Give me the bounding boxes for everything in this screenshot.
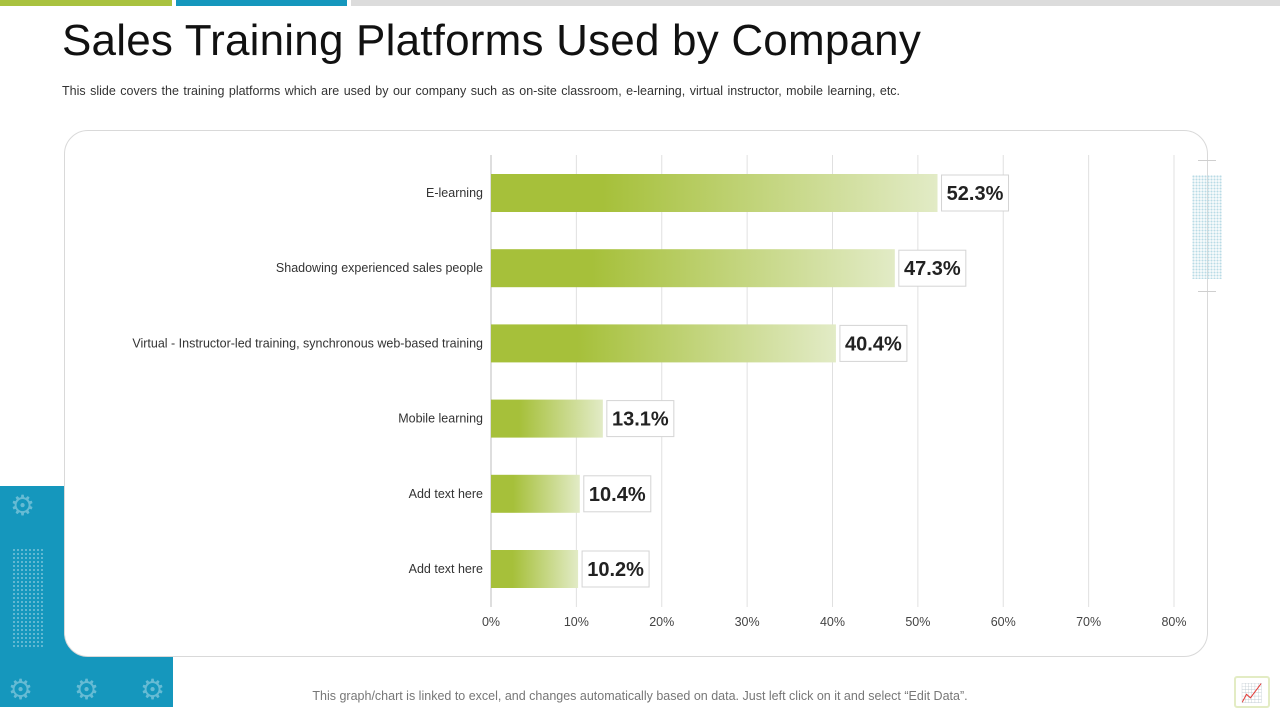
data-label-box [898,249,967,287]
decorative-blue-block: ⚙ ⚙ ⚙ ⚙ [0,486,173,707]
top-accent-gray [351,0,1280,6]
category-label: E-learning [426,186,483,200]
data-label: 13.1% [612,409,669,431]
bar[interactable] [491,474,580,513]
x-tick-label: 60% [991,615,1016,629]
x-tick-label: 0% [482,615,500,629]
x-tick-label: 20% [649,615,674,629]
data-label-box [941,174,1010,212]
data-label-box [581,550,650,588]
data-label-box [839,324,908,362]
bar[interactable] [491,324,836,363]
x-tick-label: 50% [905,615,930,629]
bar[interactable] [491,550,579,588]
gear-icon: ⚙ [10,490,36,521]
gear-icon: ⚙ [8,674,34,705]
footer-note: This graph/chart is linked to excel, and… [312,689,968,703]
data-label-box [606,400,675,438]
side-dot-pattern [1192,175,1222,279]
category-label: Add text here [409,487,483,501]
data-label: 10.4% [589,484,646,506]
x-tick-label: 80% [1161,615,1186,629]
category-label: Mobile learning [398,412,483,426]
top-accent-green [0,0,172,6]
bar[interactable] [491,249,895,288]
data-label: 10.2% [587,559,644,581]
bar[interactable] [491,399,603,438]
data-label: 40.4% [845,333,902,355]
bar[interactable] [491,174,938,212]
data-label-box [583,475,652,513]
page-subtitle: This slide covers the training platforms… [62,84,901,98]
data-label: 47.3% [904,258,961,280]
top-accent-blue [176,0,347,6]
data-label: 52.3% [947,183,1004,205]
dot-pattern [12,548,44,648]
page-title: Sales Training Platforms Used by Company [62,16,922,65]
category-label: Add text here [409,562,483,576]
x-tick-label: 30% [735,615,760,629]
side-tick [1198,291,1216,292]
category-label: Shadowing experienced sales people [276,261,483,275]
category-label: Virtual - Instructor-led training, synch… [132,336,483,350]
chart-icon: 📈 [1234,676,1270,708]
gear-icon: ⚙ [140,674,166,705]
gear-icon: ⚙ [74,674,100,705]
x-tick-label: 70% [1076,615,1101,629]
side-tick [1198,160,1216,161]
x-tick-label: 40% [820,615,845,629]
x-tick-label: 10% [564,615,589,629]
